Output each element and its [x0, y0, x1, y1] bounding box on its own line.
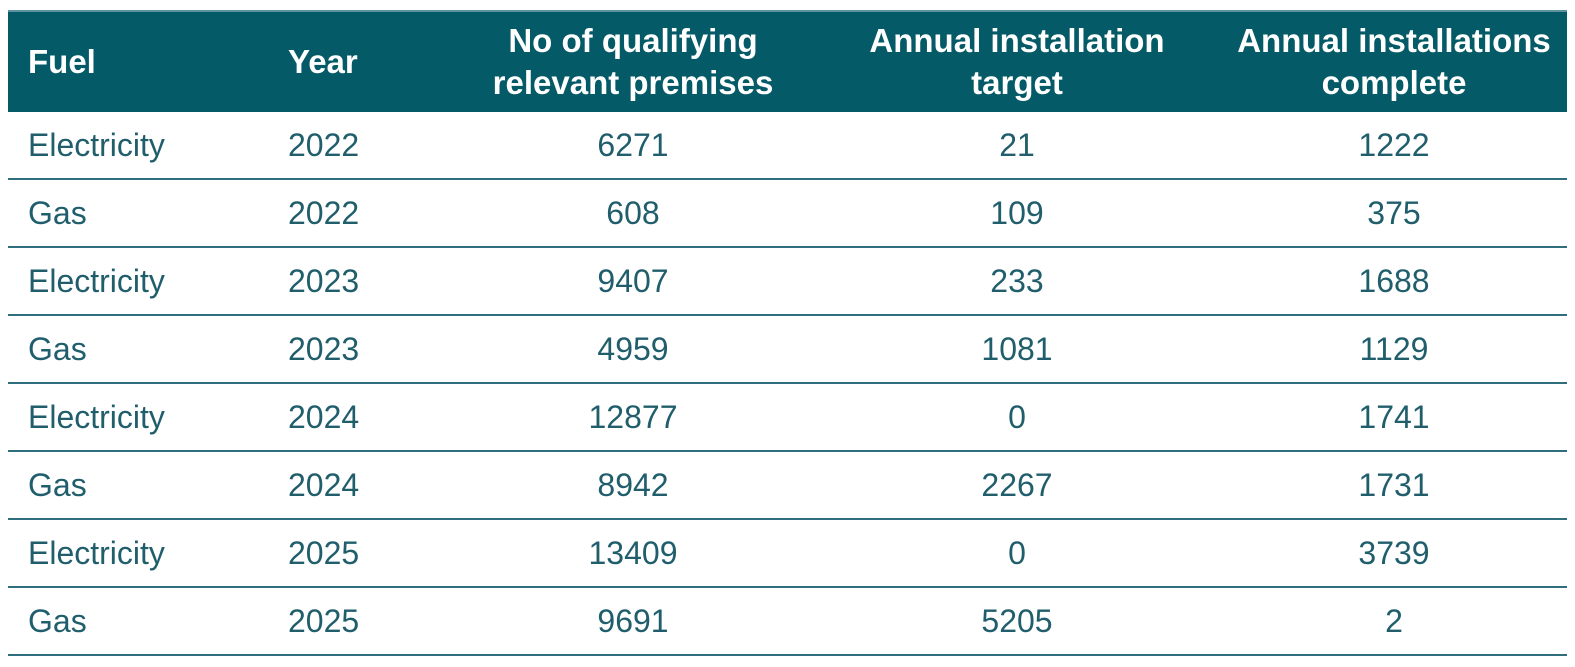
table-row: Electricity 2023 9407 233 1688: [8, 247, 1567, 316]
installations-table: Fuel Year No of qualifying relevant prem…: [8, 10, 1567, 656]
installations-table-container: Fuel Year No of qualifying relevant prem…: [8, 10, 1567, 656]
table-row: Electricity 2025 13409 0 3739: [8, 519, 1567, 588]
table-row: Gas 2024 8942 2267 1731: [8, 451, 1567, 520]
year-cell: 2025: [268, 519, 453, 588]
fuel-cell: Gas: [8, 179, 268, 248]
complete-cell: 1129: [1221, 315, 1567, 384]
fuel-cell: Electricity: [8, 519, 268, 588]
year-cell: 2024: [268, 383, 453, 452]
table-body: Electricity 2022 6271 21 1222 Gas 2022 6…: [8, 112, 1567, 656]
target-cell: 1081: [813, 315, 1221, 384]
year-cell: 2025: [268, 587, 453, 656]
header-row: Fuel Year No of qualifying relevant prem…: [8, 10, 1567, 112]
year-cell: 2023: [268, 247, 453, 316]
fuel-cell: Gas: [8, 451, 268, 520]
premises-cell: 13409: [453, 519, 813, 588]
target-cell: 5205: [813, 587, 1221, 656]
premises-cell: 12877: [453, 383, 813, 452]
premises-cell: 9407: [453, 247, 813, 316]
complete-cell: 375: [1221, 179, 1567, 248]
target-cell: 233: [813, 247, 1221, 316]
fuel-cell: Electricity: [8, 112, 268, 180]
table-row: Gas 2025 9691 5205 2: [8, 587, 1567, 656]
year-cell: 2022: [268, 112, 453, 180]
header-year: Year: [268, 10, 453, 112]
fuel-cell: Gas: [8, 587, 268, 656]
table-row: Electricity 2024 12877 0 1741: [8, 383, 1567, 452]
target-cell: 0: [813, 519, 1221, 588]
complete-cell: 1731: [1221, 451, 1567, 520]
header-complete: Annual installations complete: [1221, 10, 1567, 112]
premises-cell: 4959: [453, 315, 813, 384]
target-cell: 109: [813, 179, 1221, 248]
year-cell: 2023: [268, 315, 453, 384]
fuel-cell: Electricity: [8, 383, 268, 452]
target-cell: 0: [813, 383, 1221, 452]
premises-cell: 608: [453, 179, 813, 248]
table-row: Gas 2023 4959 1081 1129: [8, 315, 1567, 384]
year-cell: 2024: [268, 451, 453, 520]
complete-cell: 1741: [1221, 383, 1567, 452]
complete-cell: 3739: [1221, 519, 1567, 588]
premises-cell: 6271: [453, 112, 813, 180]
fuel-cell: Gas: [8, 315, 268, 384]
year-cell: 2022: [268, 179, 453, 248]
table-row: Gas 2022 608 109 375: [8, 179, 1567, 248]
table-row: Electricity 2022 6271 21 1222: [8, 112, 1567, 180]
header-target: Annual installation target: [813, 10, 1221, 112]
premises-cell: 8942: [453, 451, 813, 520]
complete-cell: 1688: [1221, 247, 1567, 316]
fuel-cell: Electricity: [8, 247, 268, 316]
premises-cell: 9691: [453, 587, 813, 656]
header-premises: No of qualifying relevant premises: [453, 10, 813, 112]
header-fuel: Fuel: [8, 10, 268, 112]
target-cell: 21: [813, 112, 1221, 180]
table-header: Fuel Year No of qualifying relevant prem…: [8, 10, 1567, 112]
complete-cell: 1222: [1221, 112, 1567, 180]
complete-cell: 2: [1221, 587, 1567, 656]
target-cell: 2267: [813, 451, 1221, 520]
